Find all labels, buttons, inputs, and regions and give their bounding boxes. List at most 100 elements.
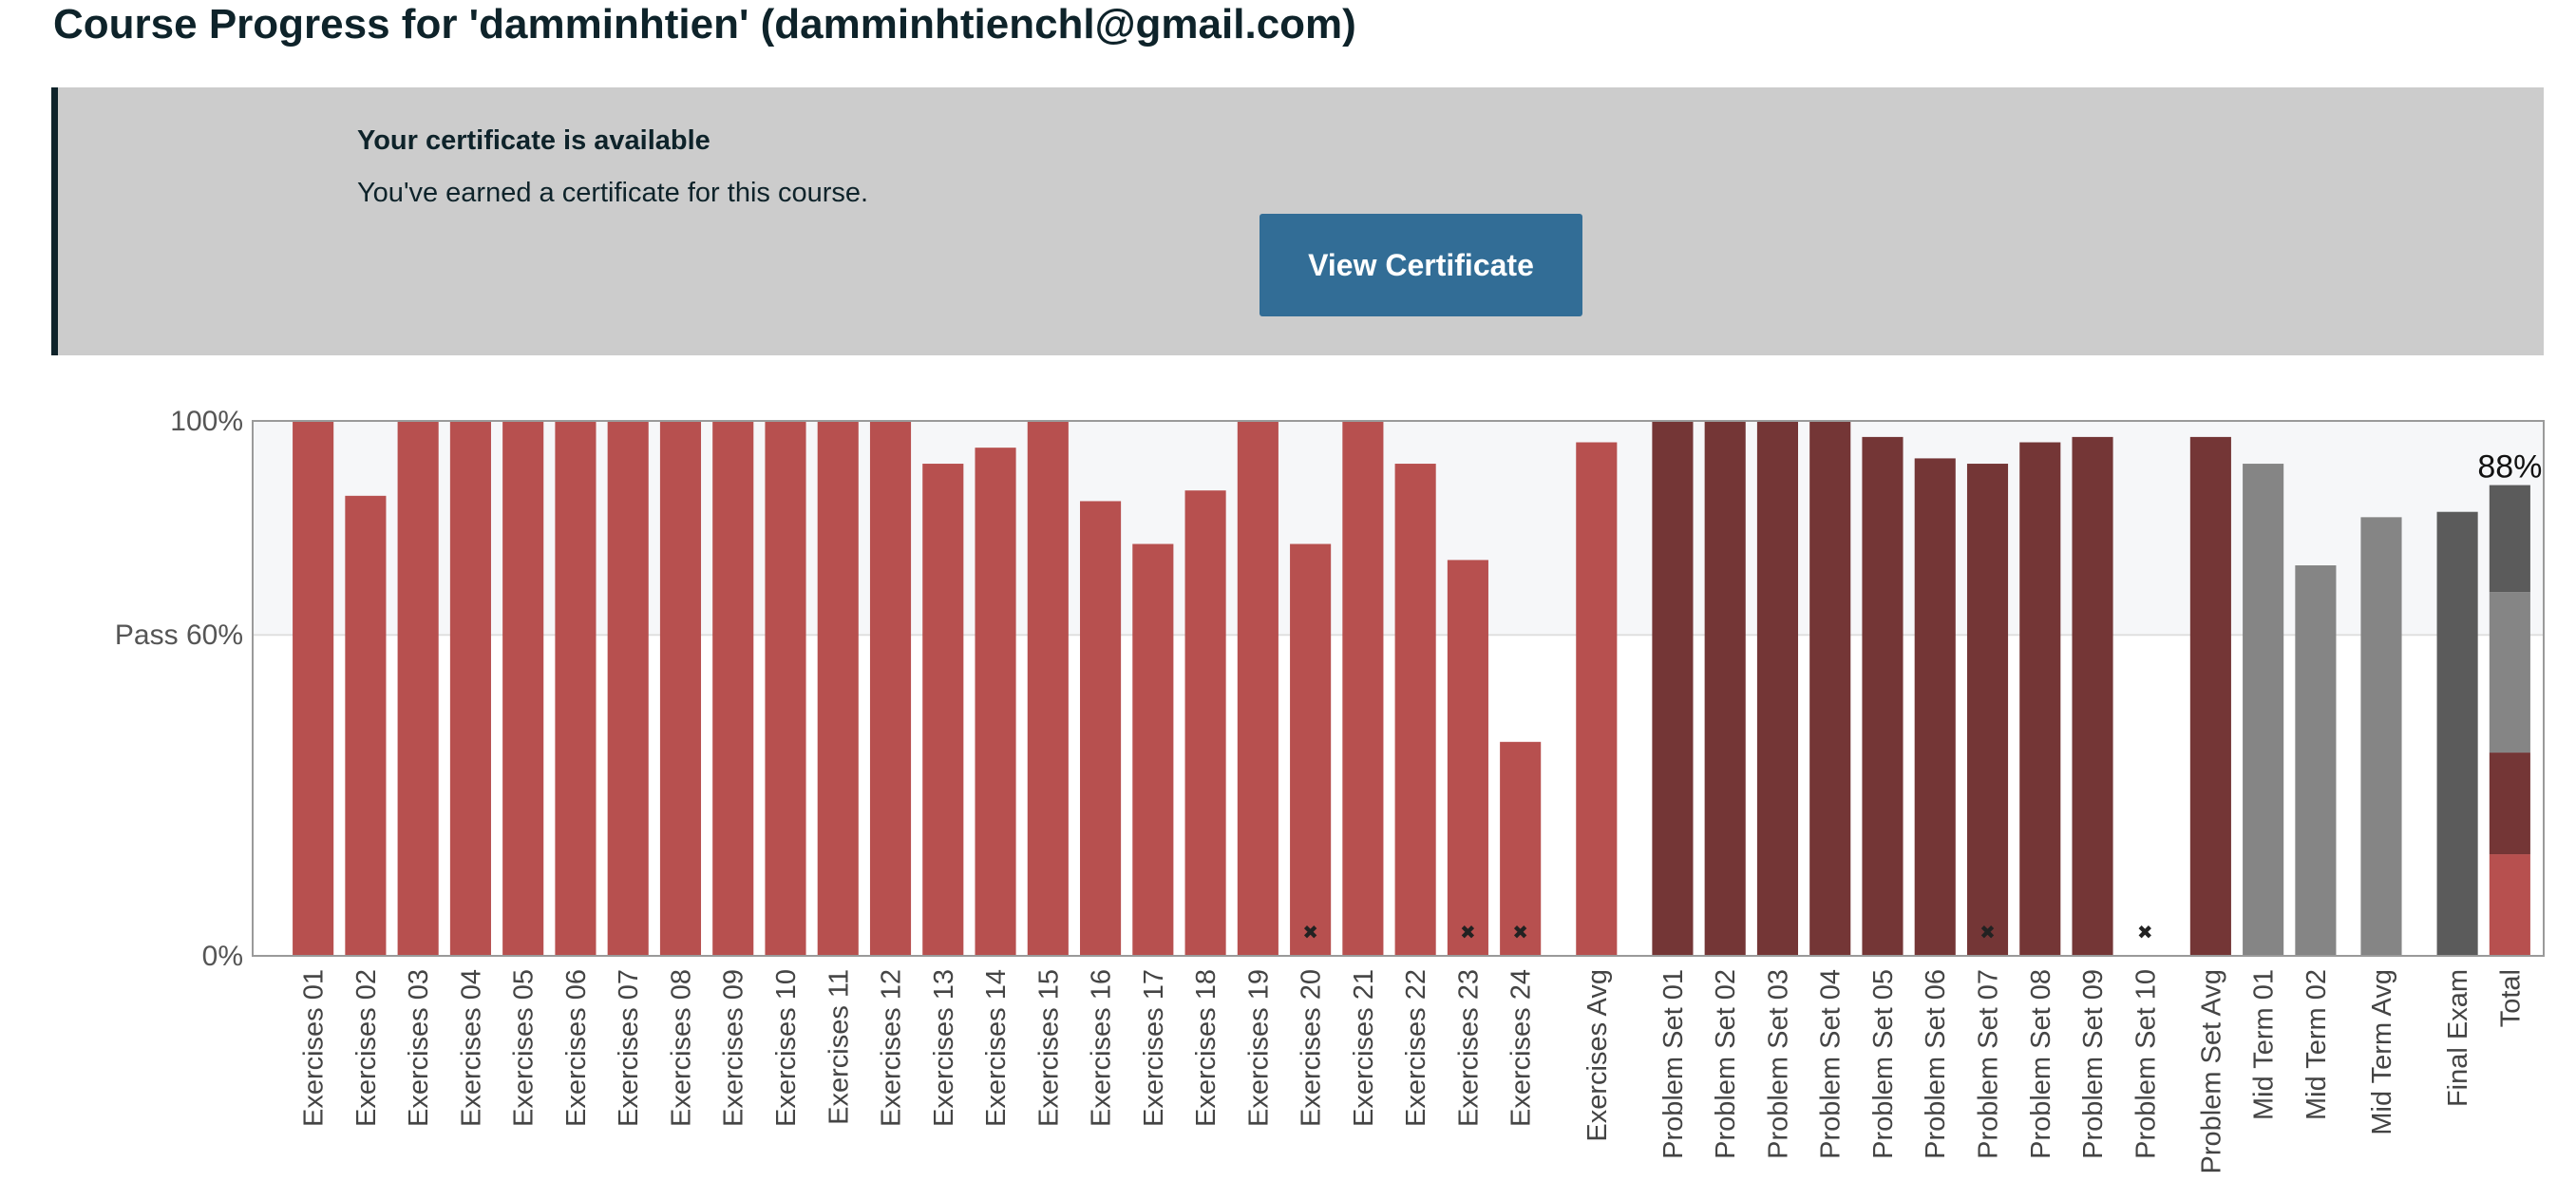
x-tick-label-problem-set-03: Problem Set 03 — [1763, 969, 1793, 1159]
x-tick-label-mid-term-01: Mid Term 01 — [2249, 969, 2280, 1120]
x-tick-label-total: Total — [2495, 969, 2526, 1027]
page-title: Course Progress for 'damminhtien' (dammi… — [53, 1, 1356, 48]
plot-frame — [252, 420, 2545, 957]
bar-exercises-16 — [1080, 501, 1122, 956]
x-tick-label-problem-set-07: Problem Set 07 — [1974, 969, 2004, 1159]
x-tick-label-problem-set-04: Problem Set 04 — [1816, 969, 1847, 1159]
total-segment-exercises — [2489, 854, 2530, 956]
x-tick-label-exercises-12: Exercises 12 — [877, 969, 907, 1127]
bar-exercises-02 — [345, 495, 387, 956]
bar-exercises-19 — [1237, 421, 1279, 956]
x-tick-label-problem-set-05: Problem Set 05 — [1868, 969, 1899, 1159]
x-tick-label-exercises-18: Exercises 18 — [1191, 969, 1222, 1127]
certificate-message: You've earned a certificate for this cou… — [357, 178, 869, 208]
x-tick-label-exercises-17: Exercises 17 — [1139, 969, 1169, 1127]
x-tick-label-exercises-10: Exercises 10 — [771, 969, 802, 1127]
bar-exercises-avg — [1576, 442, 1618, 956]
bar-exercises-22 — [1394, 464, 1436, 956]
x-tick-label-exercises-01: Exercises 01 — [299, 969, 330, 1127]
dropped-marker: ✖ — [1460, 921, 1476, 944]
x-tick-label-problem-set-avg: Problem Set Avg — [2196, 969, 2226, 1173]
x-tick-label-problem-set-10: Problem Set 10 — [2131, 969, 2161, 1159]
y-tick-label: 100% — [170, 406, 243, 437]
x-tick-label-final-exam: Final Exam — [2443, 969, 2473, 1107]
bar-mid-term-avg — [2360, 517, 2402, 956]
x-tick-label-exercises-16: Exercises 16 — [1087, 969, 1117, 1127]
bar-problem-set-02 — [1704, 421, 1746, 956]
total-segment-final-exam — [2489, 485, 2530, 593]
bar-exercises-14 — [975, 448, 1016, 956]
x-tick-label-mid-term-02: Mid Term 02 — [2301, 969, 2332, 1120]
x-tick-label-exercises-avg: Exercises Avg — [1582, 969, 1613, 1142]
x-tick-label-problem-set-01: Problem Set 01 — [1658, 969, 1689, 1159]
bar-exercises-05 — [502, 421, 544, 956]
y-tick-label: 0% — [202, 941, 243, 972]
bar-exercises-17 — [1132, 543, 1174, 956]
x-tick-label-exercises-11: Exercises 11 — [824, 969, 854, 1125]
bar-exercises-18 — [1184, 490, 1226, 956]
x-tick-label-exercises-20: Exercises 20 — [1297, 969, 1327, 1127]
x-tick-label-exercises-19: Exercises 19 — [1243, 969, 1274, 1127]
bar-mid-term-02 — [2295, 565, 2337, 956]
bar-exercises-06 — [555, 421, 597, 956]
bar-problem-set-05 — [1862, 436, 1904, 956]
total-value-label: 88% — [2477, 449, 2542, 486]
bar-problem-set-07 — [1966, 464, 2009, 956]
dropped-marker: ✖ — [2137, 921, 2153, 944]
dropped-marker: ✖ — [1302, 921, 1318, 944]
bar-exercises-10 — [765, 421, 806, 956]
certificate-banner: Your certificate is available You've ear… — [51, 87, 2544, 355]
y-tick-label: Pass 60% — [115, 620, 243, 651]
x-tick-label-exercises-22: Exercises 22 — [1401, 969, 1431, 1127]
view-certificate-button[interactable]: View Certificate — [1260, 214, 1582, 316]
x-tick-label-exercises-09: Exercises 09 — [719, 969, 749, 1127]
dropped-marker: ✖ — [1979, 921, 1996, 944]
bar-problem-set-01 — [1652, 421, 1694, 956]
bar-exercises-21 — [1342, 421, 1384, 956]
bar-mid-term-01 — [2243, 464, 2284, 956]
x-tick-label-exercises-04: Exercises 04 — [456, 969, 486, 1127]
bar-problem-set-08 — [2019, 442, 2061, 956]
x-tick-label-exercises-06: Exercises 06 — [561, 969, 592, 1127]
bar-exercises-12 — [869, 421, 912, 956]
x-tick-label-exercises-15: Exercises 15 — [1033, 969, 1064, 1127]
bar-exercises-04 — [449, 421, 491, 956]
bar-exercises-01 — [293, 421, 334, 956]
bar-exercises-23 — [1447, 560, 1488, 956]
x-tick-label-problem-set-08: Problem Set 08 — [2026, 969, 2056, 1159]
bar-problem-set-03 — [1756, 421, 1799, 956]
x-tick-label-exercises-21: Exercises 21 — [1349, 969, 1379, 1127]
bar-problem-set-09 — [2072, 436, 2113, 956]
bar-exercises-20 — [1290, 543, 1332, 956]
bar-exercises-09 — [712, 421, 754, 956]
bar-exercises-11 — [817, 421, 859, 956]
x-tick-label-exercises-03: Exercises 03 — [404, 969, 434, 1127]
certificate-heading: Your certificate is available — [357, 125, 710, 156]
bar-final-exam — [2436, 511, 2478, 956]
dropped-marker: ✖ — [1512, 921, 1528, 944]
x-tick-label-exercises-24: Exercises 24 — [1506, 969, 1537, 1127]
bar-exercises-07 — [607, 421, 649, 956]
x-tick-label-mid-term-avg: Mid Term Avg — [2367, 969, 2397, 1135]
x-tick-label-exercises-05: Exercises 05 — [509, 969, 540, 1127]
x-tick-label-exercises-14: Exercises 14 — [981, 969, 1012, 1127]
bar-exercises-13 — [922, 464, 964, 956]
x-tick-label-exercises-13: Exercises 13 — [929, 969, 959, 1127]
x-tick-label-problem-set-09: Problem Set 09 — [2078, 969, 2109, 1159]
bar-exercises-24 — [1500, 741, 1542, 956]
total-segment-problem-sets — [2489, 753, 2530, 855]
bar-exercises-08 — [659, 421, 702, 956]
x-tick-label-problem-set-02: Problem Set 02 — [1711, 969, 1741, 1159]
bar-exercises-03 — [397, 421, 439, 956]
total-segment-mid-term — [2489, 592, 2530, 753]
x-tick-label-exercises-07: Exercises 07 — [614, 969, 644, 1127]
x-tick-label-exercises-08: Exercises 08 — [666, 969, 696, 1127]
x-tick-label-exercises-23: Exercises 23 — [1453, 969, 1484, 1127]
bar-problem-set-06 — [1914, 458, 1956, 956]
x-tick-label-problem-set-06: Problem Set 06 — [1921, 969, 1951, 1159]
bar-exercises-15 — [1027, 421, 1069, 956]
bar-problem-set-04 — [1809, 421, 1851, 956]
bar-problem-set-avg — [2189, 436, 2231, 956]
x-tick-label-exercises-02: Exercises 02 — [351, 969, 382, 1127]
